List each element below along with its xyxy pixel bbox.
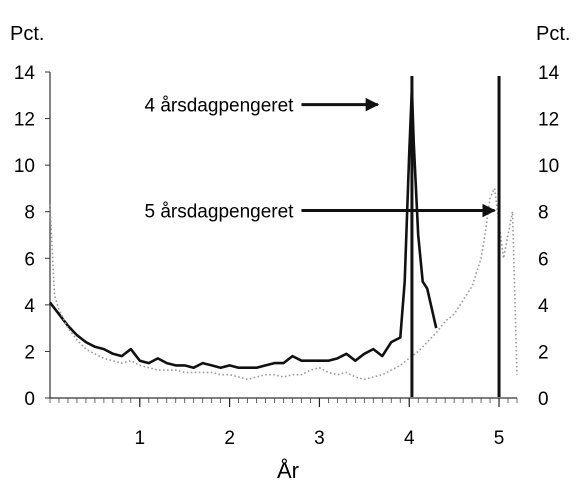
annotation-label-2: 5 årsdagpengeret [145,202,295,223]
y-tick-label-right: 8 [538,203,549,224]
y-tick-label-right: 14 [538,63,560,84]
y-tick-label-left: 4 [24,296,35,317]
y-tick-label-left: 6 [24,249,35,270]
y-tick-label-left: 12 [14,110,35,131]
y-tick-label-left: 0 [24,389,35,410]
series-line-1 [48,87,438,370]
y-tick-label-right: 10 [538,156,559,177]
y-tick-label-left: 8 [24,203,35,224]
y-tick-label-right: 0 [538,389,549,410]
y-tick-label-left: 10 [14,156,35,177]
y-tick-label-right: 4 [538,296,549,317]
x-tick-label: 3 [314,428,325,449]
series-line-2 [49,187,518,381]
y-tick-label-right: 12 [538,110,559,131]
x-axis-label: År [277,458,299,483]
y-tick-label-right: 6 [538,249,549,270]
y-tick-label-left: 14 [14,63,36,84]
x-tick-label: 1 [135,428,146,449]
right-axis-unit-label: Pct. [536,23,570,45]
x-tick-label: 2 [224,428,235,449]
left-axis-unit-label: Pct. [10,23,44,45]
annotation-label-1: 4 årsdagpengeret [145,96,295,117]
y-tick-label-left: 2 [24,342,35,363]
y-tick-label-right: 2 [538,342,549,363]
x-tick-label: 4 [404,428,415,449]
x-tick-label: 5 [494,428,505,449]
